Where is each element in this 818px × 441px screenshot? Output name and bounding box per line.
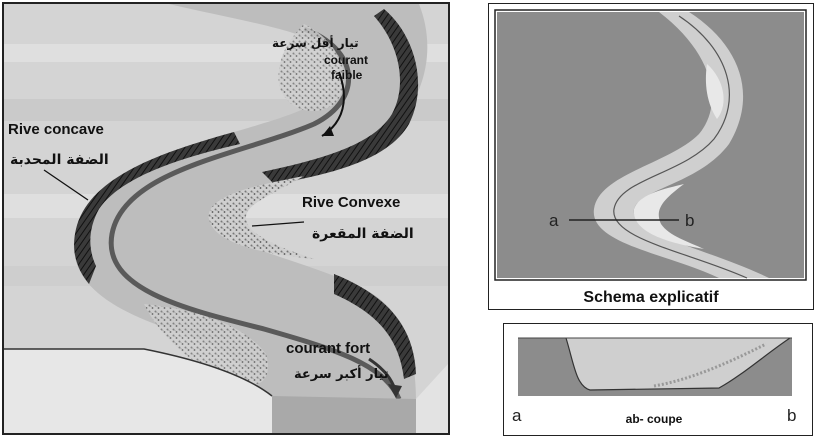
point-bar-lower	[144, 304, 268, 385]
point-bar-upper	[278, 24, 344, 112]
weak-current-label-ar: تيار أقل سرعة	[272, 35, 359, 50]
cross-section-panel: a ab- coupe b	[503, 323, 813, 436]
section-point-a: a	[512, 406, 522, 425]
flow-thalweg-line	[108, 26, 402, 401]
schema-point-a: a	[549, 211, 559, 230]
concave-bank-cliff-left	[74, 132, 241, 284]
schema-caption: Schema explicatif	[583, 289, 719, 306]
section-caption: ab- coupe	[626, 412, 683, 426]
schema-point-bar	[633, 184, 704, 249]
meander-perspective-svg: تيار أقل سرعة courant faible Rive concav…	[4, 4, 448, 433]
section-channel-profile	[565, 337, 791, 391]
schema-point-b: b	[685, 211, 694, 230]
section-point-b: b	[787, 406, 796, 425]
concave-bank-leader	[43, 169, 89, 201]
concave-bank-cliff-upper	[262, 9, 419, 184]
strong-current-label-ar: تيار أكبر سرعة	[294, 365, 389, 382]
front-section-edge	[4, 348, 273, 397]
concave-bank-cliff-lower	[334, 274, 416, 379]
concave-bank-label-fr: Rive concave	[8, 121, 104, 138]
concave-bank-label-ar: الضفة المحدبة	[10, 152, 109, 168]
section-deposits	[653, 342, 767, 388]
schema-point-bar-upper	[705, 64, 724, 119]
cross-section-svg: a ab- coupe b	[512, 337, 796, 426]
convex-bank-label-fr: Rive Convexe	[302, 194, 400, 211]
schema-river	[593, 12, 769, 278]
front-section-water	[272, 396, 416, 433]
convex-bank-label-ar: الضفة المقعرة	[312, 226, 414, 242]
weak-current-label-fr-2: faible	[331, 68, 363, 82]
meander-schema-panel: a b Schema explicatif	[488, 3, 814, 310]
strong-current-label-fr: courant fort	[286, 340, 370, 357]
front-section-right-bank	[416, 364, 448, 433]
meander-schema-svg: a b Schema explicatif	[494, 9, 807, 306]
convex-bank-leader	[251, 221, 305, 227]
section-water	[566, 338, 790, 390]
front-section-ground	[4, 349, 272, 433]
meander-perspective-diagram: تيار أقل سرعة courant faible Rive concav…	[2, 2, 450, 435]
schema-thalweg	[613, 15, 748, 279]
point-bar-middle	[208, 176, 314, 259]
strong-current-arrowhead	[388, 384, 402, 398]
weak-current-label-fr-1: courant	[324, 53, 368, 67]
weak-current-arrowhead	[322, 126, 334, 136]
